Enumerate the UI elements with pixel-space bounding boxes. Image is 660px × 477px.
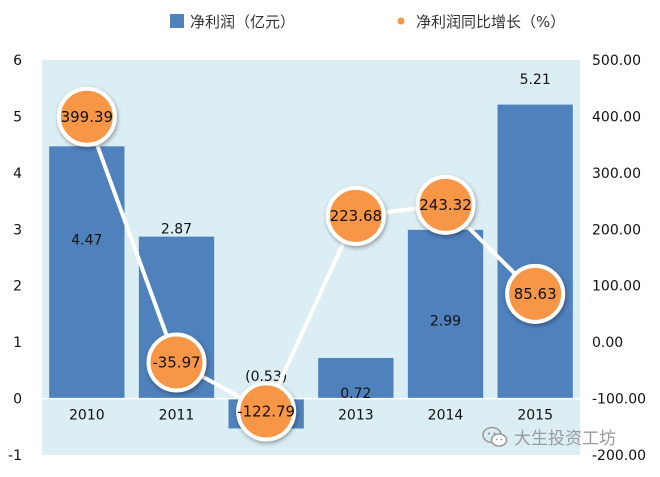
bar (497, 104, 573, 399)
bar-value-label: 2.99 (430, 314, 461, 330)
growth-point (56, 86, 117, 147)
bar-value-label: 5.21 (520, 72, 551, 88)
left-axis-tick-label: 0 (13, 392, 22, 408)
growth-value-label: 223.68 (330, 207, 383, 225)
category-label: 2011 (159, 408, 195, 424)
bar (318, 357, 394, 399)
growth-point (146, 332, 207, 393)
watermark-text: 大生投资工坊 (514, 429, 616, 449)
legend-marker-line (397, 17, 405, 25)
category-label: 2014 (428, 408, 464, 424)
right-axis-tick-label: -200.00 (592, 448, 646, 464)
right-axis-tick-label: 100.00 (592, 279, 641, 295)
growth-point (236, 381, 297, 442)
bar (407, 229, 484, 399)
growth-value-label: 243.32 (419, 196, 472, 214)
left-axis-tick-label: 4 (13, 166, 22, 182)
left-axis-tick-label: -1 (8, 448, 22, 464)
left-axis-tick-label: 6 (13, 53, 22, 69)
category-label: 2013 (338, 408, 374, 424)
right-axis-tick-label: -100.00 (592, 392, 646, 408)
wechat-icon (482, 426, 508, 448)
bar-value-label: 2.87 (161, 222, 192, 238)
growth-value-label: -35.97 (152, 353, 200, 371)
right-axis-tick-label: 400.00 (592, 109, 641, 125)
left-axis-tick-label: 5 (13, 109, 22, 125)
growth-point (415, 174, 476, 235)
right-axis-tick-label: 200.00 (592, 222, 641, 238)
right-axis-tick-label: 300.00 (592, 166, 641, 182)
growth-point (325, 185, 386, 246)
plot-area (42, 60, 580, 455)
growth-value-label: 399.39 (61, 108, 114, 126)
bar-value-label: (0.53) (245, 369, 287, 385)
growth-value-label: -122.79 (237, 402, 295, 420)
watermark: 大生投资工坊 (482, 424, 616, 449)
legend-swatch-bar (170, 14, 184, 28)
left-axis-tick-label: 1 (13, 335, 22, 351)
growth-value-label: 85.63 (514, 285, 557, 303)
category-label: 2010 (69, 408, 105, 424)
category-label: 2015 (517, 408, 553, 424)
right-axis-tick-label: 500.00 (592, 53, 641, 69)
legend-label-bar: 净利润（亿元） (190, 13, 295, 31)
left-axis-tick-label: 3 (13, 222, 22, 238)
legend-label-line: 净利润同比增长（%） (416, 13, 565, 31)
bar-value-label: 4.47 (71, 232, 102, 248)
bar-value-label: 0.72 (340, 386, 371, 402)
right-axis-tick-label: 0.00 (592, 335, 623, 351)
growth-point (505, 263, 566, 324)
left-axis-tick-label: 2 (13, 279, 22, 295)
